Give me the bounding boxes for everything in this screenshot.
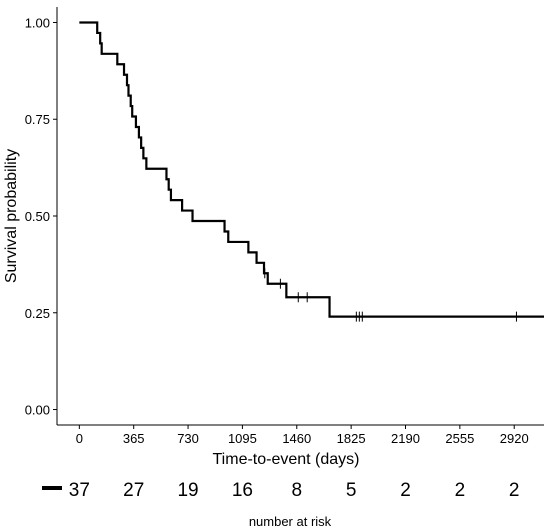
risk-count: 5 bbox=[346, 480, 357, 501]
risk-count: 2 bbox=[509, 480, 520, 501]
y-axis-title: Survival probability bbox=[3, 149, 20, 283]
y-tick-label: 0.75 bbox=[25, 112, 50, 127]
risk-count: 37 bbox=[69, 480, 90, 501]
risk-table-title: number at risk bbox=[249, 514, 332, 529]
x-axis-title: Time-to-event (days) bbox=[213, 451, 360, 468]
x-tick-label: 1095 bbox=[228, 431, 257, 446]
y-tick-label: 0.25 bbox=[25, 306, 50, 321]
survival-curve-line bbox=[79, 21, 544, 318]
y-tick-label: 1.00 bbox=[25, 15, 50, 30]
x-tick-label: 1825 bbox=[337, 431, 366, 446]
risk-table-row: 37 27 19 16 8 5 2 2 2 bbox=[42, 480, 520, 501]
risk-count: 27 bbox=[123, 480, 144, 501]
risk-count: 16 bbox=[232, 480, 253, 501]
x-tick-label: 2920 bbox=[500, 431, 529, 446]
y-tick-label: 0.50 bbox=[25, 209, 50, 224]
x-tick-label: 0 bbox=[76, 431, 83, 446]
axes bbox=[56, 7, 544, 426]
x-tick-label: 365 bbox=[123, 431, 145, 446]
risk-count: 19 bbox=[177, 480, 198, 501]
x-tick-label: 2555 bbox=[445, 431, 474, 446]
y-tick-label: 0.00 bbox=[25, 403, 50, 418]
risk-count: 2 bbox=[455, 480, 466, 501]
y-ticks: 0.00 0.25 0.50 0.75 1.00 bbox=[25, 15, 57, 418]
x-ticks: 0 365 730 1095 1460 1825 2190 2555 2920 bbox=[76, 425, 529, 446]
risk-count: 8 bbox=[291, 480, 302, 501]
x-tick-label: 1460 bbox=[282, 431, 311, 446]
censor-marks bbox=[264, 268, 517, 322]
x-tick-label: 730 bbox=[177, 431, 199, 446]
x-tick-label: 2190 bbox=[391, 431, 420, 446]
risk-count: 2 bbox=[400, 480, 411, 501]
survival-curve-group bbox=[79, 21, 544, 318]
